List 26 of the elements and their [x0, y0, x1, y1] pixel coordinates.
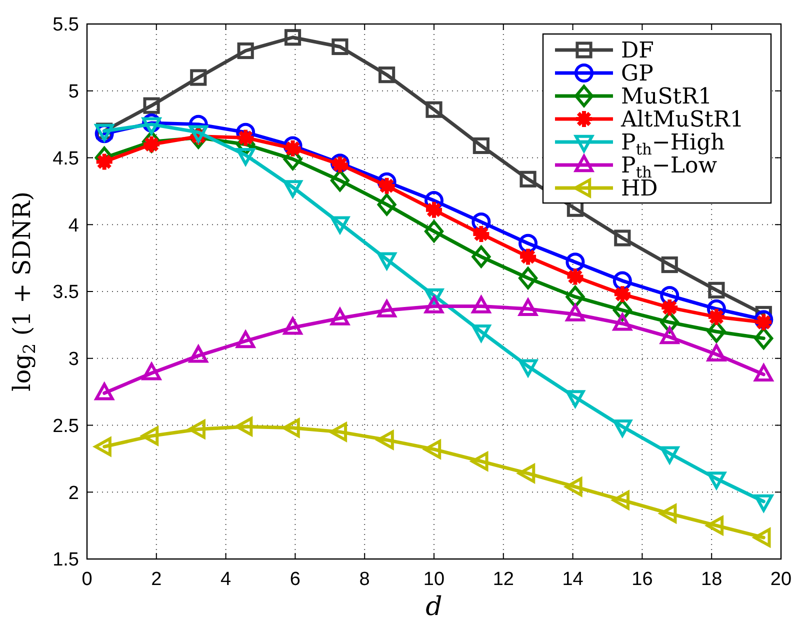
- y-tick-label: 2.5: [52, 416, 79, 437]
- x-tick-label: 20: [770, 569, 792, 590]
- legend-label: GP: [621, 62, 654, 87]
- y-tick-label: 3: [68, 349, 79, 370]
- y-tick-label: 5: [68, 82, 79, 103]
- y-tick-label: 2: [68, 482, 79, 504]
- y-tick-label: 4.5: [52, 148, 79, 170]
- legend-label: AltMuStR1: [620, 108, 744, 133]
- x-tick-label: 4: [220, 569, 232, 590]
- x-axis-title: d: [426, 592, 442, 621]
- x-tick-label: 10: [423, 569, 445, 590]
- x-tick-label: 18: [701, 569, 722, 590]
- y-tick-label: 1.5: [52, 550, 79, 571]
- x-tick-label: 12: [492, 569, 514, 590]
- legend-label: MuStR1: [621, 84, 712, 110]
- legend-label: DF: [621, 38, 654, 64]
- x-tick-label: 14: [562, 569, 584, 590]
- x-tick-label: 8: [359, 569, 370, 590]
- x-tick-label: 0: [82, 569, 92, 590]
- x-tick-label: 2: [151, 569, 162, 590]
- x-tick-label: 16: [632, 569, 653, 590]
- y-tick-label: 3.5: [52, 282, 79, 304]
- legend-label: HD: [621, 176, 658, 202]
- x-tick-label: 6: [290, 569, 300, 590]
- y-tick-label: 4: [68, 215, 80, 236]
- y-tick-label: 5.5: [52, 14, 79, 36]
